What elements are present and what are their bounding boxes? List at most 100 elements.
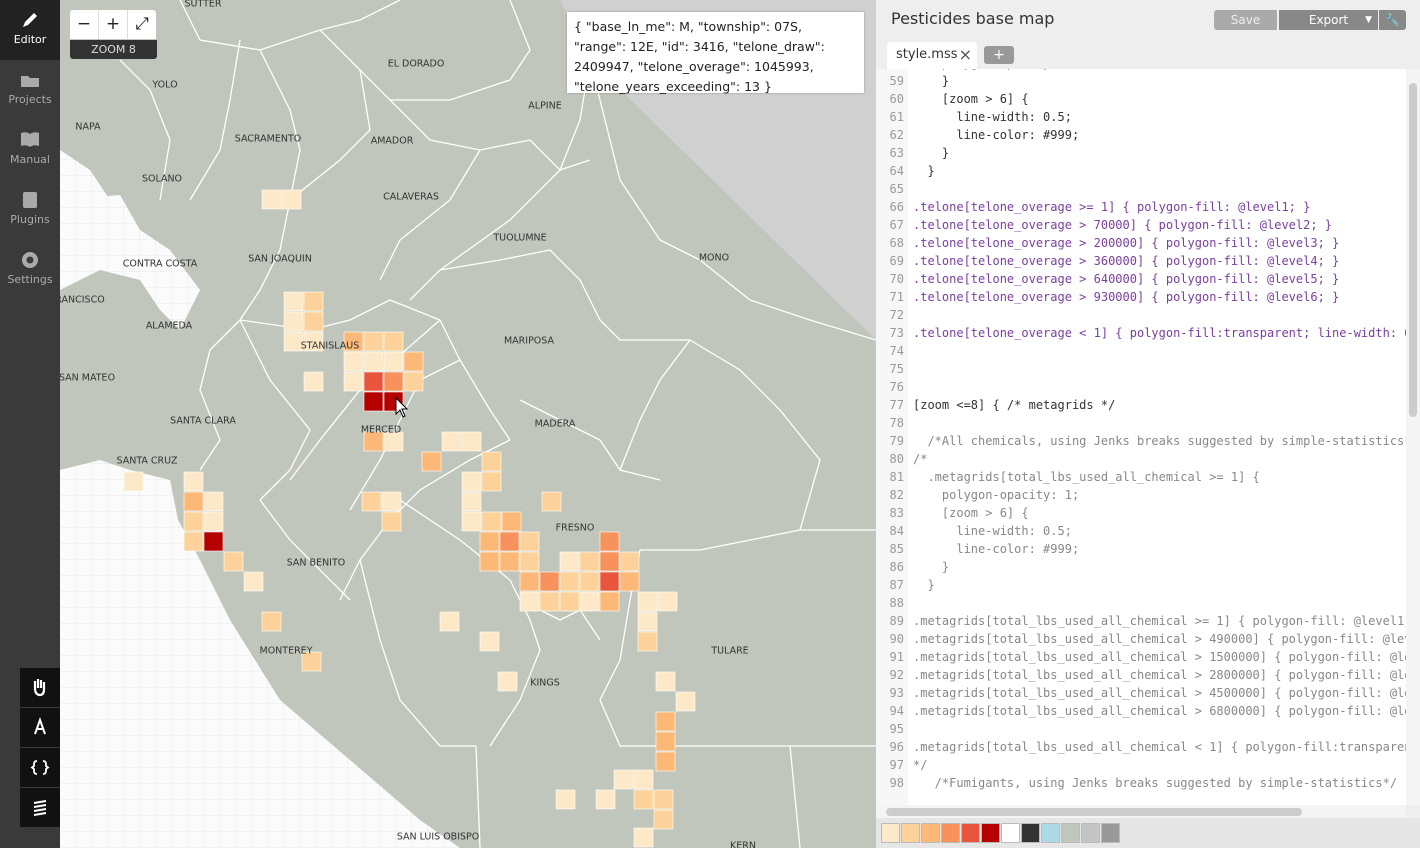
grid-cell [519, 531, 540, 552]
grid-cell [183, 491, 204, 512]
county-label: SANTA CRUZ [117, 456, 178, 467]
tooltip: { "base_ln_me": M, "township": 07S, "ran… [567, 12, 864, 94]
line-number: 79 [889, 434, 904, 448]
grid-cell [363, 351, 384, 372]
nav-item[interactable]: Projects [0, 60, 60, 120]
line-number: 84 [889, 524, 904, 538]
export-button[interactable]: Export ▼ [1279, 10, 1378, 30]
county-label: SAN LUIS OBISPO [397, 832, 480, 843]
grid-cell [421, 451, 442, 472]
grid-cell [675, 691, 696, 712]
grid-cell [223, 551, 244, 572]
code-line: .metagrids[total_lbs_used_all_chemical <… [913, 740, 1406, 754]
line-number: 65 [889, 182, 904, 196]
file-tab[interactable]: style.mss × [887, 42, 977, 69]
grid-cell [637, 631, 658, 652]
line-number: 71 [889, 290, 904, 304]
code-line: } [913, 560, 950, 574]
line-number: 70 [889, 272, 904, 286]
map[interactable]: SUTTER EL DORADO YOLO NAPA SACRAMENTO AMADOR A… [60, 0, 876, 848]
grid-cell [619, 571, 640, 592]
zoom-out[interactable]: − [70, 10, 99, 39]
icon [23, 13, 37, 27]
line-number: 59 [889, 74, 904, 88]
line-number: 73 [889, 326, 904, 340]
nav-item[interactable]: Manual [0, 120, 60, 180]
county-label: FRESNO [556, 523, 595, 534]
grid-cell [579, 591, 600, 612]
tool-layers[interactable] [20, 788, 60, 827]
mouse-cursor [395, 396, 409, 418]
color-swatch [981, 823, 1000, 843]
code-line: .metagrids[total_lbs_used_all_chemical >… [913, 650, 1406, 664]
code-line: .metagrids[total_lbs_used_all_chemical >… [913, 668, 1406, 682]
scroll-thumb[interactable] [886, 808, 1302, 816]
color-swatch [961, 823, 980, 843]
sidebar: Editor Projects Manual Plugins Settings [0, 0, 60, 848]
nav-item[interactable]: Editor [0, 0, 60, 60]
save-button[interactable]: Save [1214, 10, 1277, 30]
settings-button[interactable]: 🔧 [1379, 10, 1406, 30]
county-label: MADERA [535, 419, 576, 430]
line-number: 95 [889, 722, 904, 736]
county-label: SAN JOAQUIN [248, 254, 312, 265]
code-line: line-width: 0.5; [913, 524, 1072, 538]
tool-pan[interactable] [20, 668, 60, 707]
nav-label: Projects [8, 93, 52, 106]
grid-cell [301, 651, 322, 672]
new-tab[interactable]: + [984, 46, 1014, 64]
grid-cell [499, 551, 520, 572]
grid-cell [519, 591, 540, 612]
grid-cell [633, 827, 654, 848]
grid-cell [599, 571, 620, 592]
nav-item[interactable]: Plugins [0, 180, 60, 240]
grid-cell [637, 611, 658, 632]
line-number: 80 [889, 452, 904, 466]
nav-item[interactable]: Settings [0, 240, 60, 300]
grid-cell [123, 471, 144, 492]
county-label: EL DORADO [388, 59, 445, 70]
tool-text[interactable] [20, 708, 60, 747]
line-number: 85 [889, 542, 904, 556]
zoom-in[interactable]: + [99, 10, 128, 39]
county-label: SUTTER [184, 0, 221, 10]
grid-cell [243, 571, 264, 592]
county-label: MONO [699, 253, 729, 264]
grid-cell [497, 671, 518, 692]
grid-cell [481, 471, 502, 492]
color-swatch [1101, 823, 1120, 843]
grid-cell [519, 571, 540, 592]
vertical-scrollbar[interactable] [1406, 69, 1420, 805]
horizontal-scrollbar[interactable] [876, 805, 1406, 818]
tab-close[interactable]: × [958, 45, 972, 64]
county-label: SACRAMENTO [235, 134, 301, 145]
county-label: YOLO [151, 80, 177, 91]
grid-cell [383, 431, 404, 452]
tool-code[interactable] [20, 748, 60, 787]
button-label: Save [1230, 13, 1261, 27]
grid-cell [461, 431, 482, 452]
grid-cell [595, 789, 616, 810]
line-number: 69 [889, 254, 904, 268]
scroll-thumb[interactable] [1409, 83, 1417, 417]
grid-cell [539, 571, 560, 592]
grid-cell [381, 491, 402, 512]
line-number: 91 [889, 650, 904, 664]
county-label: SOLANO [142, 174, 182, 185]
county-label: KERN [730, 841, 756, 848]
grid-cell [637, 591, 658, 612]
grid-cell [599, 551, 620, 572]
color-swatch [1021, 823, 1040, 843]
line-number: 76 [889, 380, 904, 394]
grid-cell [653, 809, 674, 830]
line-number: 72 [889, 308, 904, 322]
grid-cell [539, 591, 560, 612]
code-editor[interactable]: 58 59 60 61 62 63 64 65 66 67 68 69 70 71 72 73 74 75 76 77… [876, 69, 1406, 805]
fullscreen[interactable]: ⤢ [135, 14, 149, 34]
code-line: .telone[telone_overage >= 1] { polygon-f… [913, 200, 1311, 214]
bay [60, 150, 110, 210]
code-line: } [913, 164, 935, 178]
code-line: line-width: 0.5; [913, 110, 1072, 124]
code-line: .metagrids[total_lbs_used_all_chemical >… [913, 686, 1406, 700]
dropdown-caret: ▼ [1365, 15, 1372, 25]
